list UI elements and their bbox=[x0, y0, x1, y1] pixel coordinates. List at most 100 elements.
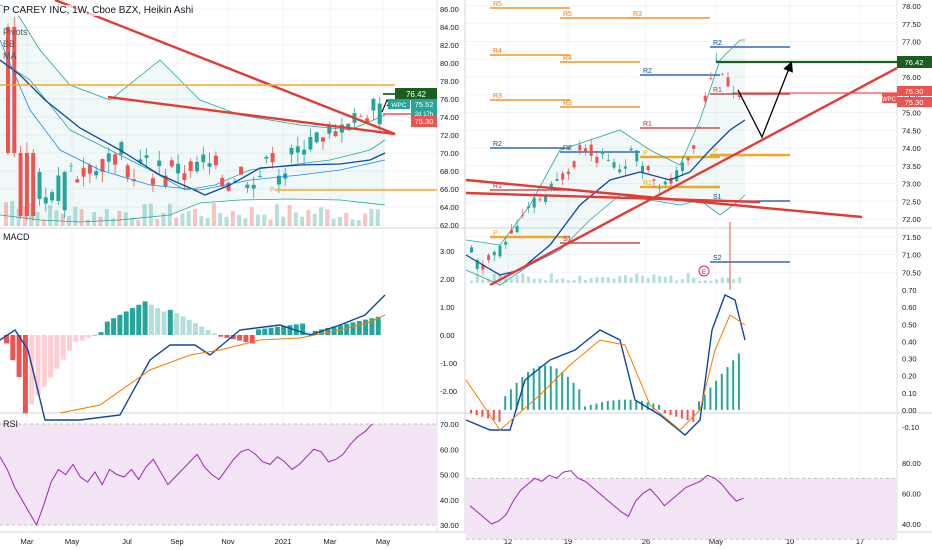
right-macd-histogram-bar bbox=[470, 409, 472, 414]
left-macd-histogram-bar bbox=[268, 327, 274, 335]
right-rsi-tick: 40.00 bbox=[902, 520, 921, 529]
left-macd-histogram-bar bbox=[92, 335, 98, 336]
right-macd-histogram-bar bbox=[492, 409, 495, 421]
left-tag-countdown: 2d 17h bbox=[415, 112, 433, 118]
left-candle-body bbox=[119, 142, 124, 155]
right-price-tick: 77.00 bbox=[902, 38, 921, 47]
right-macd-histogram-bar bbox=[595, 403, 598, 410]
right-price-tick: 70.50 bbox=[902, 268, 921, 277]
left-volume-bar bbox=[262, 214, 267, 226]
right-price-tick: 71.50 bbox=[902, 233, 921, 242]
right-pivot-label: P bbox=[643, 150, 648, 157]
right-time-tick: 19 bbox=[564, 537, 572, 546]
right-macd-histogram-bar bbox=[726, 367, 729, 410]
right-tag-ticker-bg bbox=[882, 93, 897, 103]
left-volume-bar bbox=[274, 204, 279, 226]
left-macd-histogram-bar bbox=[48, 335, 54, 378]
right-rsi-tick: 60.00 bbox=[902, 490, 921, 499]
right-bb-upper bbox=[465, 39, 745, 246]
right-candle-body bbox=[658, 188, 662, 189]
right-macd-tick: 0.50 bbox=[902, 320, 917, 329]
indicator-ma-label[interactable]: MA bbox=[3, 51, 17, 61]
right-tag-target: 76.42 bbox=[905, 58, 924, 67]
indicator-pivots-label[interactable]: Pivots bbox=[3, 27, 28, 37]
right-candle-body bbox=[538, 199, 542, 201]
left-macd-histogram-bar bbox=[54, 335, 60, 369]
right-volume-bar bbox=[612, 278, 616, 283]
right-price-tick: 71.00 bbox=[902, 251, 921, 260]
left-macd-histogram-bar bbox=[130, 308, 135, 335]
left-macd-histogram-bar bbox=[369, 318, 375, 335]
left-tag-target-bg bbox=[395, 88, 437, 100]
right-rsi-line bbox=[469, 470, 744, 525]
right-pivot-label: P bbox=[493, 230, 498, 237]
left-volume-bar bbox=[142, 204, 147, 226]
left-candle-body bbox=[302, 149, 307, 155]
rsi-pane-label: RSI bbox=[3, 419, 19, 429]
left-volume-bar bbox=[186, 211, 191, 226]
right-macd-tick: 0.30 bbox=[902, 355, 917, 364]
right-volume-bar bbox=[584, 280, 587, 283]
left-candle-body bbox=[195, 161, 199, 172]
right-volume-bar bbox=[698, 280, 701, 283]
right-pivot-label: R1 bbox=[713, 87, 722, 94]
left-time-tick: Mar bbox=[21, 537, 34, 546]
left-volume-bar bbox=[174, 217, 179, 226]
left-bb-lower bbox=[0, 198, 386, 223]
left-time-tick: Mar bbox=[324, 537, 337, 546]
left-macd-histogram-bar bbox=[98, 332, 104, 335]
right-volume-bar bbox=[538, 278, 542, 283]
right-pivot-label: R1 bbox=[493, 183, 502, 190]
right-tag-close2-bg bbox=[897, 97, 932, 107]
right-volume-bar bbox=[680, 279, 684, 283]
left-rsi-tick: 30.00 bbox=[440, 521, 459, 530]
right-candle-body bbox=[481, 264, 485, 270]
left-candle-body bbox=[75, 179, 80, 183]
right-volume-bar bbox=[686, 273, 690, 283]
right-candle-body bbox=[618, 169, 622, 173]
right-candle-body bbox=[646, 166, 650, 171]
right-volume-bar bbox=[481, 279, 485, 283]
left-tag-close: 75.30 bbox=[415, 117, 434, 126]
right-volume-bar bbox=[578, 275, 582, 283]
left-candle-body bbox=[314, 132, 319, 143]
right-pivot-label: R1 bbox=[643, 121, 652, 128]
right-volume-bar bbox=[549, 273, 553, 283]
left-candle-body bbox=[339, 124, 344, 133]
left-candle-body bbox=[169, 160, 174, 167]
left-macd-line bbox=[0, 294, 386, 421]
right-candle-body bbox=[589, 144, 593, 156]
left-time-tick: 2021 bbox=[275, 537, 292, 546]
left-candle-body bbox=[100, 159, 105, 172]
left-macd-histogram-bar bbox=[22, 335, 28, 414]
left-candle-body bbox=[295, 146, 300, 153]
right-candle-body bbox=[544, 196, 548, 202]
left-candle-body bbox=[12, 27, 17, 153]
left-candle-body bbox=[358, 116, 363, 117]
left-macd-histogram-bar bbox=[104, 321, 110, 335]
left-volume-bar bbox=[369, 208, 374, 226]
left-macd-histogram-bar bbox=[16, 335, 22, 377]
left-volume-bar bbox=[256, 214, 260, 226]
left-macd-histogram-bar bbox=[249, 335, 255, 344]
left-candle-body bbox=[43, 197, 48, 204]
right-macd-histogram-bar bbox=[549, 366, 552, 410]
left-candle-body bbox=[50, 192, 55, 201]
right-tag-close: 75.30 bbox=[905, 87, 924, 96]
left-candle-body bbox=[213, 155, 218, 166]
left-rsi-band bbox=[0, 424, 437, 525]
left-macd-histogram-bar bbox=[35, 335, 41, 396]
indicator-bb-label[interactable]: BB bbox=[3, 39, 16, 49]
right-rsi-band bbox=[466, 478, 897, 540]
left-macd-histogram-bar bbox=[180, 316, 186, 335]
right-candle-body bbox=[561, 173, 565, 180]
left-candle-body bbox=[239, 166, 244, 175]
right-candle-body bbox=[606, 159, 610, 161]
left-macd-histogram-bar bbox=[123, 311, 129, 335]
right-macd-histogram-bar bbox=[532, 368, 535, 410]
right-candle-body bbox=[629, 148, 633, 151]
right-bb-fill bbox=[466, 40, 745, 285]
left-candle-body bbox=[106, 153, 111, 162]
left-volume-bar bbox=[193, 208, 197, 226]
